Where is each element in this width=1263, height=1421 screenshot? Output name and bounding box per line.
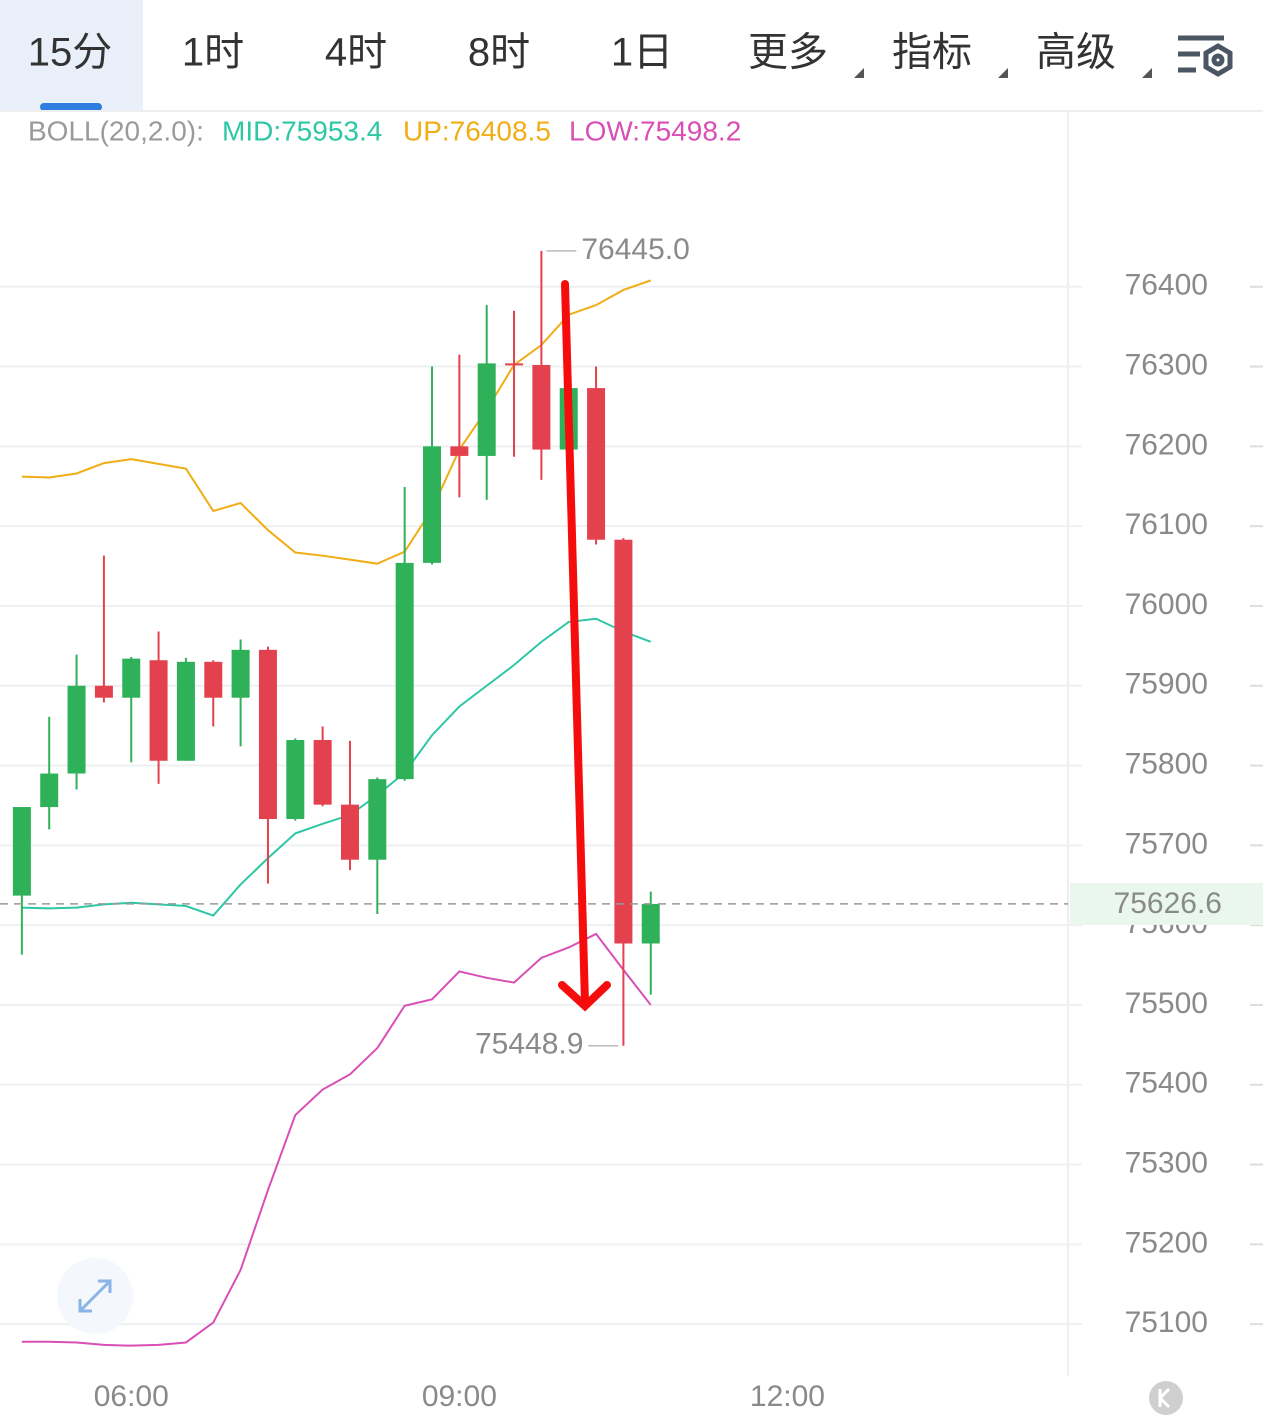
y-tick-label: 76400 [1125,269,1208,302]
settings-icon[interactable] [1178,35,1233,77]
tab[interactable]: 1日 [611,31,673,75]
y-tick-label: 75400 [1125,1067,1208,1100]
tab[interactable]: 8时 [468,31,530,75]
dropdown-caret [1142,68,1152,78]
candle-body [450,446,469,456]
candle-body [231,649,250,698]
y-tick-label: 75100 [1125,1306,1208,1339]
tab[interactable]: 15分 [28,31,113,75]
brand-icon [1149,1381,1183,1415]
toolbar [0,0,1263,112]
y-tick-label: 75800 [1125,747,1208,780]
tab[interactable]: 高级 [1036,31,1116,75]
candle-body [149,660,168,761]
candle-body [477,363,496,456]
trend-arrow [558,280,611,1012]
tab[interactable]: 更多 [748,31,828,75]
y-tick-label: 76000 [1125,588,1208,621]
candle-body [40,773,59,808]
last-price-box [1070,882,1263,925]
candle-body [176,661,195,761]
active-tab-bg [0,0,143,110]
y-tick-label: 75200 [1125,1226,1208,1259]
boll-line [21,932,652,1347]
tab[interactable]: 1时 [182,31,244,75]
candle-body [505,363,524,366]
candle-body [313,740,332,805]
candle-body [340,804,359,860]
y-tick-label: 76200 [1125,428,1208,461]
boll-line [21,617,652,917]
tab[interactable]: 指标 [892,31,972,75]
candle-body [122,658,141,698]
candle-body [204,661,223,698]
y-tick-label: 75900 [1125,668,1208,701]
boll-line [21,279,652,565]
candle-body [286,740,305,820]
x-tick-label: 06:00 [94,1380,169,1413]
y-tick-label: 75300 [1125,1146,1208,1179]
active-tab-indicator [40,103,102,111]
candle-body [258,649,277,820]
extreme-label: 75448.9 [475,1028,583,1061]
candle-body [587,388,606,540]
y-tick-label: 76100 [1125,508,1208,541]
last-price-label: 75626.6 [1114,887,1222,920]
candle-body [12,807,31,896]
dropdown-caret [998,68,1008,78]
indicator-mid: MID:75953.4 [222,115,382,146]
x-tick-label: 12:00 [750,1380,825,1413]
y-tick-label: 75700 [1125,827,1208,860]
indicator-low: LOW:75498.2 [569,115,741,146]
candle-body [395,562,414,780]
indicator-name: BOLL(20,2.0): [28,115,204,146]
dropdown-caret [854,68,864,78]
tabs: 15分 1时 4时 8时 1日 更多 指标 高级 [28,31,1152,78]
extreme-label: 76445.0 [581,233,689,266]
x-tick-label: 09:00 [422,1380,497,1413]
candle-body [423,446,442,563]
candle-body [94,685,113,698]
candle-body [368,779,387,860]
plot: 7510075200753007540075500756007570075800… [0,233,1263,1413]
candle-body [614,539,633,944]
y-tick-label: 75500 [1125,987,1208,1020]
indicator-up: UP:76408.5 [403,115,551,146]
candle-body [641,903,660,944]
candle-body [67,685,86,774]
expand-button[interactable] [57,1258,133,1334]
candle-body [532,364,551,450]
tab[interactable]: 4时 [325,31,387,75]
y-tick-label: 76300 [1125,348,1208,381]
